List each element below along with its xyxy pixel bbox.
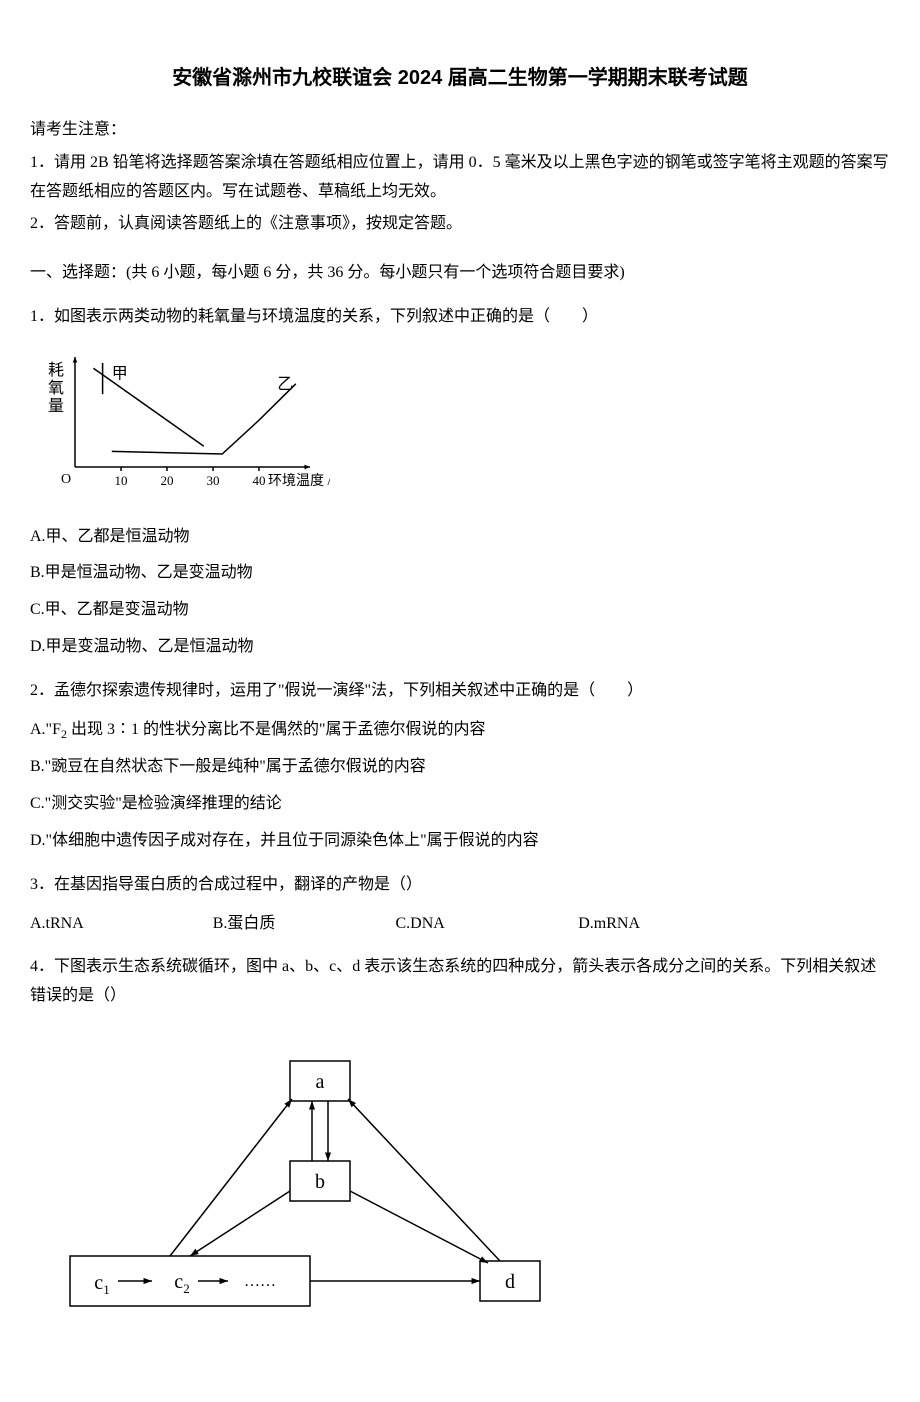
section-header: 一、选择题：(共 6 小题，每小题 6 分，共 36 分。每小题只有一个选项符合… <box>30 259 890 288</box>
svg-text:20: 20 <box>161 473 174 488</box>
q1-optA: A.甲、乙都是恒温动物 <box>30 523 890 552</box>
svg-text:……: …… <box>244 1273 276 1290</box>
svg-text:甲: 甲 <box>112 365 128 382</box>
q3-stem: 3．在基因指导蛋白质的合成过程中，翻译的产物是（） <box>30 871 890 900</box>
q2-optB: B."豌豆在自然状态下一般是纯种"属于孟德尔假说的内容 <box>30 753 890 782</box>
svg-text:10: 10 <box>115 473 128 488</box>
q2-optA: A."F2 出现 3∶1 的性状分离比不是偶然的"属于孟德尔假说的内容 <box>30 716 890 746</box>
svg-text:氧: 氧 <box>48 379 64 397</box>
svg-text:乙: 乙 <box>277 376 293 393</box>
q3-optD: D.mRNA <box>578 910 761 939</box>
instructions-block: 请考生注意： 1．请用 2B 铅笔将选择题答案涂填在答题纸相应位置上，请用 0．… <box>30 116 890 239</box>
q2-optD: D."体细胞中遗传因子成对存在，并且位于同源染色体上"属于假说的内容 <box>30 827 890 856</box>
q2-optC: C."测交实验"是检验演绎推理的结论 <box>30 790 890 819</box>
q4-stem: 4．下图表示生态系统碳循环，图中 a、b、c、d 表示该生态系统的四种成分，箭头… <box>30 953 890 1011</box>
svg-text:量: 量 <box>48 398 64 415</box>
q3-optA: A.tRNA <box>30 910 213 939</box>
q1-optB: B.甲是恒温动物、乙是变温动物 <box>30 559 890 588</box>
q4-figure: a b d c1 c2 …… <box>30 1031 890 1342</box>
q3-options: A.tRNA B.蛋白质 C.DNA D.mRNA <box>30 910 761 939</box>
svg-text:c2: c2 <box>174 1271 189 1296</box>
svg-text:环境温度 /℃: 环境温度 /℃ <box>268 473 330 489</box>
q3-optC: C.DNA <box>396 910 579 939</box>
instructions-line1: 1．请用 2B 铅笔将选择题答案涂填在答题纸相应位置上，请用 0．5 毫米及以上… <box>30 149 890 207</box>
svg-text:c1: c1 <box>94 1272 109 1297</box>
q1-figure: 耗氧量 O 10 20 30 40环境温度 /℃ 甲乙 <box>30 347 890 508</box>
instructions-line2: 2．答题前，认真阅读答题纸上的《注意事项》，按规定答题。 <box>30 210 890 239</box>
q2-options: A."F2 出现 3∶1 的性状分离比不是偶然的"属于孟德尔假说的内容 B."豌… <box>30 716 890 856</box>
q1-options: A.甲、乙都是恒温动物 B.甲是恒温动物、乙是变温动物 C.甲、乙都是变温动物 … <box>30 523 890 662</box>
svg-text:40: 40 <box>253 473 266 488</box>
q3-optB: B.蛋白质 <box>213 910 396 939</box>
svg-text:b: b <box>315 1171 325 1193</box>
q1-optD: D.甲是变温动物、乙是恒温动物 <box>30 633 890 662</box>
svg-text:耗: 耗 <box>48 361 64 379</box>
svg-text:a: a <box>316 1071 325 1093</box>
page-title: 安徽省滁州市九校联谊会 2024 届高二生物第一学期期末联考试题 <box>30 60 890 96</box>
svg-text:d: d <box>505 1271 515 1293</box>
q1-stem: 1．如图表示两类动物的耗氧量与环境温度的关系，下列叙述中正确的是（ ） <box>30 303 890 332</box>
instructions-header: 请考生注意： <box>30 116 890 145</box>
svg-text:30: 30 <box>207 473 220 488</box>
q2-stem: 2．孟德尔探索遗传规律时，运用了"假说一演绎"法，下列相关叙述中正确的是（ ） <box>30 677 890 706</box>
svg-text:O: O <box>61 472 71 487</box>
q1-optC: C.甲、乙都是变温动物 <box>30 596 890 625</box>
